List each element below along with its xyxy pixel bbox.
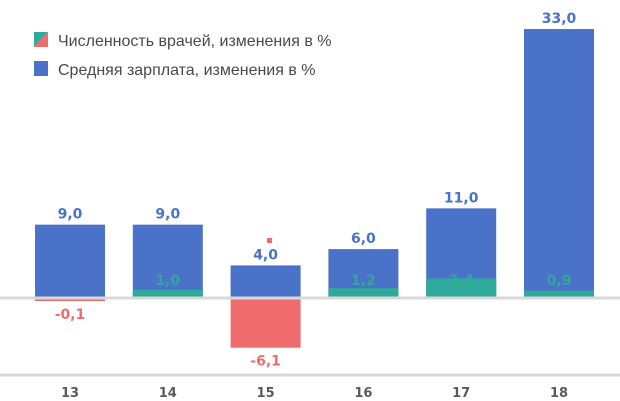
- legend-item-doctors: Численность врачей, изменения в %: [34, 32, 331, 50]
- x-tick-label-16: 16: [354, 386, 372, 401]
- bar-doctors-14: [132, 289, 203, 298]
- x-tick-label-14: 14: [159, 386, 177, 401]
- bar-salary-15: [230, 265, 301, 298]
- label-doctors-17: 2,4: [449, 273, 474, 289]
- bar-doctors-18: [524, 290, 594, 298]
- label-salary-18: 33,0: [542, 11, 577, 27]
- label-salary-16: 6,0: [351, 231, 376, 247]
- bar-doctors-16: [328, 288, 399, 298]
- label-salary-17: 11,0: [444, 190, 479, 206]
- bar-doctors-15: [230, 298, 301, 348]
- legend-label-salary: Средняя зарплата, изменения в %: [58, 62, 316, 79]
- x-axis: 13 14 15 16 17 18: [0, 296, 620, 401]
- x-tick-label-17: 17: [452, 386, 470, 401]
- label-doctors-15: -6,1: [250, 354, 281, 370]
- label-salary-15: 4,0: [253, 247, 278, 263]
- label-doctors-18: 0,9: [547, 273, 572, 289]
- bar-salary-13: [35, 224, 105, 298]
- x-tick-label-18: 18: [550, 386, 568, 401]
- legend-swatch-doctors-red: [34, 32, 48, 47]
- label-doctors-16: 1,2: [351, 273, 376, 289]
- legend-item-salary: Средняя зарплата, изменения в %: [34, 61, 316, 79]
- x-tick-label-15: 15: [257, 386, 275, 401]
- legend-label-doctors: Численность врачей, изменения в %: [58, 33, 331, 50]
- legend-swatch-salary: [34, 61, 48, 76]
- label-doctors-13: -0,1: [55, 307, 86, 323]
- annotation-dot: [267, 238, 272, 243]
- data-labels-group: 9,0 -0,1 9,0 1,0 4,0 -6,1 6,0 1,2 11,0 2,4 33,0 0,9: [55, 11, 577, 370]
- label-doctors-14: 1,0: [155, 273, 180, 289]
- bar-salary-14: [132, 224, 203, 298]
- x-tick-label-13: 13: [61, 386, 79, 401]
- bars-group: [35, 29, 594, 348]
- label-salary-13: 9,0: [58, 207, 83, 223]
- label-salary-14: 9,0: [155, 207, 180, 223]
- bar-doctors-17: [426, 278, 497, 298]
- bar-salary-18: [524, 29, 594, 299]
- legend: Численность врачей, изменения в % Средня…: [34, 32, 331, 79]
